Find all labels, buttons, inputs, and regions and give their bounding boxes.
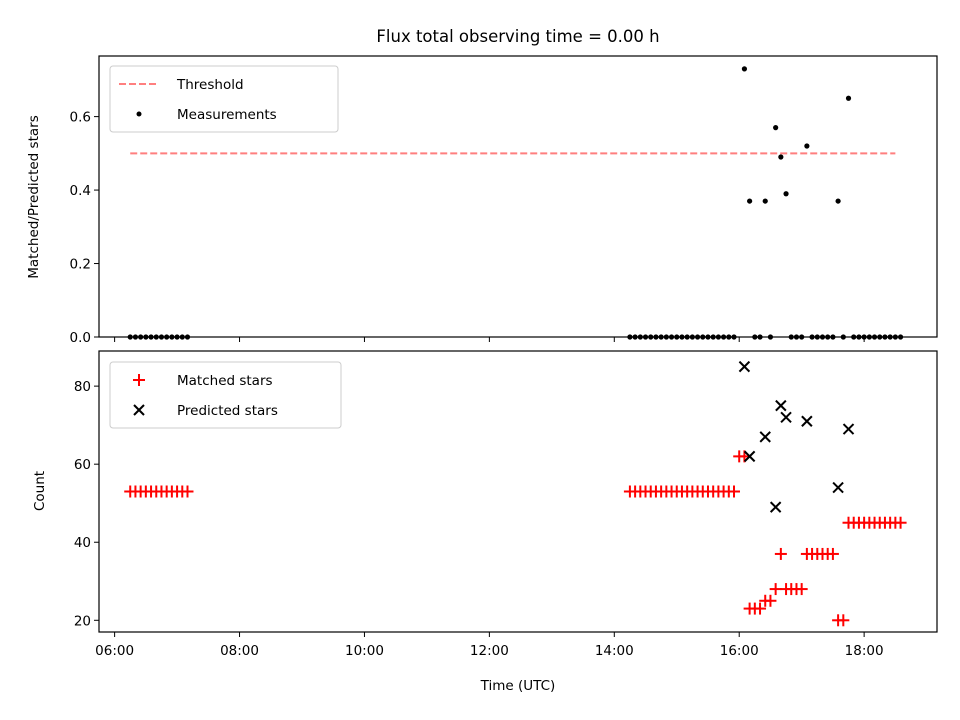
chart-title: Flux total observing time = 0.00 h <box>376 27 659 46</box>
bottom-y-axis: 20 40 60 80 <box>74 379 99 629</box>
matched-star-point <box>837 614 850 627</box>
matched-star-point <box>181 485 194 498</box>
top-y-tick-label: 0.4 <box>70 183 91 199</box>
x-tick-label: 12:00 <box>470 643 509 659</box>
legend-predicted-label: Predicted stars <box>177 403 278 419</box>
top-y-tick-label: 0.6 <box>70 110 91 126</box>
x-axis-label: Time (UTC) <box>480 678 556 694</box>
top-legend-box <box>109 65 339 133</box>
legend-measurements-label: Measurements <box>177 107 277 123</box>
matched-star-point <box>774 547 787 560</box>
bottom-legend: Matched stars Predicted stars <box>109 361 342 429</box>
measurement-point <box>804 143 810 149</box>
measurement-point <box>845 95 852 101</box>
predicted-star-point <box>780 411 792 424</box>
x-tick-label: 10:00 <box>345 643 384 659</box>
x-tick-label: 14:00 <box>595 643 634 659</box>
bottom-y-tick-label: 80 <box>74 379 91 395</box>
measurement-point <box>778 154 784 160</box>
x-tick-label: 16:00 <box>720 643 759 659</box>
predicted-star-point <box>759 431 771 443</box>
bottom-legend-box <box>109 361 342 429</box>
bottom-y-tick-label: 60 <box>74 457 91 473</box>
measurement-point <box>835 198 841 204</box>
predicted-star-point <box>801 415 813 427</box>
measurement-point <box>773 125 779 131</box>
top-y-tick-label: 0.2 <box>70 257 91 273</box>
matched-star-point <box>795 583 808 596</box>
bottom-panel: 20 40 60 80 06:00 08:00 10:00 12:00 14:00 16:00 1… <box>32 350 938 694</box>
top-x-axis <box>114 337 865 342</box>
top-y-axis-label: Matched/Predicted stars <box>26 115 42 278</box>
bottom-y-tick-label: 40 <box>74 535 91 551</box>
legend-measurements-swatch <box>136 111 142 117</box>
matched-star-point <box>769 583 782 596</box>
predicted-star-point <box>842 423 855 435</box>
top-panel: 0.0 0.2 0.4 0.6 Matched/Predicted stars Thr… <box>26 55 938 346</box>
bottom-x-axis: 06:00 08:00 10:00 12:00 14:00 16:00 18:00 <box>95 632 884 659</box>
predicted-star-point <box>832 481 844 494</box>
legend-predicted-swatch <box>133 404 145 416</box>
measurement-point <box>747 198 753 204</box>
top-legend: Threshold Measurements <box>109 65 339 133</box>
matched-star-point <box>728 485 741 498</box>
matched-star-point <box>826 547 839 560</box>
x-tick-label: 08:00 <box>220 643 259 659</box>
legend-threshold-label: Threshold <box>176 77 244 93</box>
predicted-star-point <box>775 399 787 412</box>
matched-star-point <box>894 516 907 529</box>
legend-matched-label: Matched stars <box>177 373 273 389</box>
top-y-tick-label: 0.0 <box>70 330 91 346</box>
top-axes-frame <box>98 55 938 338</box>
bottom-axes-frame <box>98 350 938 633</box>
x-tick-label: 06:00 <box>95 643 134 659</box>
bottom-plot-area <box>124 360 907 627</box>
predicted-star-point <box>743 450 756 463</box>
measurement-point <box>783 191 789 197</box>
top-y-axis: 0.0 0.2 0.4 0.6 <box>70 110 99 346</box>
bottom-y-axis-label: Count <box>32 471 48 511</box>
measurement-point <box>741 66 748 72</box>
x-tick-label: 18:00 <box>845 643 884 659</box>
matched-star-point <box>754 602 767 615</box>
matched-star-point <box>764 594 777 607</box>
bottom-y-tick-label: 20 <box>74 613 91 629</box>
legend-matched-swatch <box>133 374 145 386</box>
measurement-point <box>762 198 768 204</box>
predicted-star-point <box>769 501 782 513</box>
predicted-star-point <box>738 360 751 373</box>
